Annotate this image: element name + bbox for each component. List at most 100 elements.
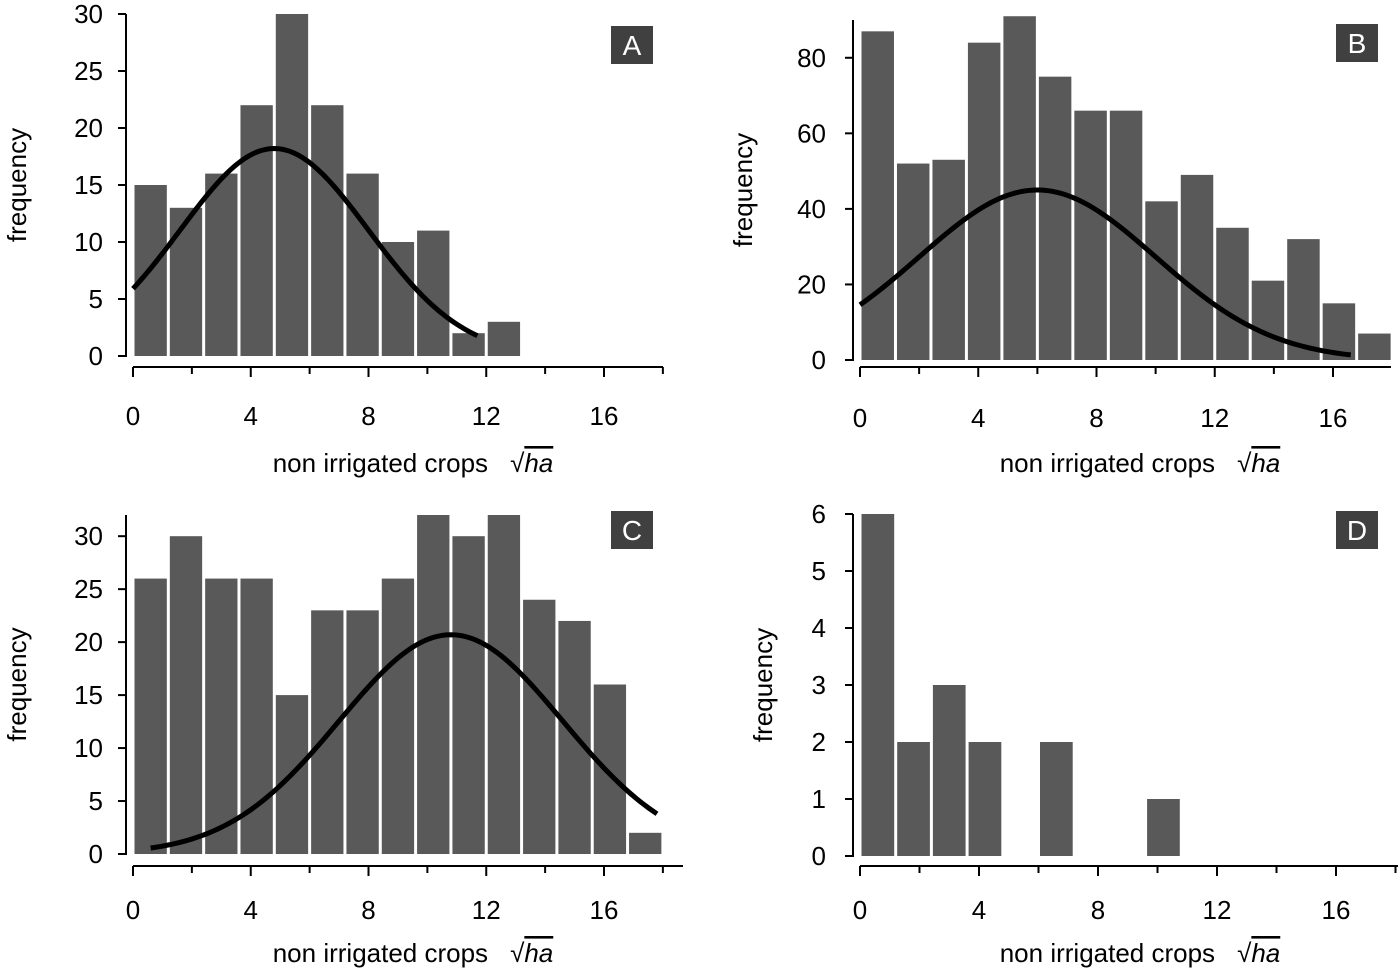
bars: [134, 515, 662, 854]
x-tick-label: 16: [590, 895, 619, 925]
x-tick-label: 4: [972, 895, 986, 925]
y-tick-label: 10: [74, 227, 103, 257]
bar: [346, 173, 379, 356]
bar: [861, 514, 895, 856]
y-tick-label: 0: [812, 841, 826, 871]
panel-label: D: [1347, 515, 1367, 546]
y-tick-label: 2: [812, 727, 826, 757]
bar: [861, 31, 894, 360]
bar: [1074, 110, 1107, 361]
x-tick-label: 16: [590, 401, 619, 431]
x-tick-label: 8: [361, 401, 375, 431]
y-tick-label: 40: [797, 194, 826, 224]
bar: [381, 242, 415, 356]
bar: [487, 515, 521, 854]
x-tick-label: 12: [472, 895, 501, 925]
x-axis-title: non irrigated crops √ha: [1000, 938, 1281, 968]
y-tick-label: 15: [74, 170, 103, 200]
bar: [169, 536, 203, 854]
y-axis: 0 5 10 15 20 25 30: [74, 515, 127, 869]
bar: [1287, 239, 1320, 360]
x-axis-title: non irrigated crops √ha: [1000, 448, 1281, 478]
bar: [932, 685, 966, 856]
x-tick-label: 12: [472, 401, 501, 431]
bar: [311, 105, 344, 356]
y-tick-label: 60: [797, 118, 826, 148]
x-axis: 0 4 8 12 16: [126, 865, 683, 925]
bar: [1109, 110, 1143, 361]
bar: [240, 105, 273, 356]
bar: [1040, 742, 1073, 856]
x-tick-label: 4: [244, 895, 258, 925]
panel-b: 0 20 40 60 80 0 4 8 12 16 non irrigated crops √ha fr…: [728, 16, 1391, 478]
y-tick-label: 80: [797, 43, 826, 73]
x-axis-title: non irrigated crops √ha: [273, 448, 554, 478]
panel-label: C: [622, 515, 642, 546]
x-tick-label: 12: [1200, 403, 1229, 433]
y-tick-label: 15: [74, 680, 103, 710]
bar: [1216, 227, 1249, 360]
panel-label-box: [1336, 24, 1378, 62]
x-tick-label: 8: [361, 895, 375, 925]
bar: [1358, 333, 1391, 360]
y-tick-label: 20: [797, 269, 826, 299]
y-axis-title: frequency: [728, 133, 758, 247]
panel-label: A: [623, 30, 642, 61]
bar: [169, 207, 203, 356]
bar: [897, 742, 930, 856]
x-tick-label: 0: [853, 895, 867, 925]
x-tick-label: 8: [1089, 403, 1103, 433]
panel-a: 0 5 10 15 20 25 30 0 4 8 12 16 non irrigated crops √h…: [2, 0, 664, 478]
bar: [346, 610, 379, 854]
x-tick-label: 0: [853, 403, 867, 433]
y-tick-label: 4: [812, 613, 826, 643]
bars: [134, 14, 521, 356]
bar: [417, 515, 450, 854]
bar: [1147, 799, 1180, 856]
panel-label-box: [611, 511, 653, 549]
bar: [1180, 174, 1214, 360]
bars: [861, 16, 1391, 361]
y-axis-title: frequency: [2, 627, 32, 741]
x-tick-label: 8: [1091, 895, 1105, 925]
bar: [1145, 201, 1178, 360]
fit-curve: [131, 146, 479, 338]
y-tick-label: 3: [812, 670, 826, 700]
x-axis: 0 4 8 12 16: [853, 865, 1398, 925]
bar: [523, 599, 556, 854]
y-tick-label: 25: [74, 574, 103, 604]
y-tick-label: 1: [812, 784, 826, 814]
y-tick-label: 25: [74, 56, 103, 86]
x-axis-title: non irrigated crops √ha: [273, 938, 554, 968]
bar: [1038, 76, 1072, 361]
x-tick-label: 4: [244, 401, 258, 431]
bar: [1251, 280, 1285, 360]
panel-label-box: [1336, 511, 1378, 549]
y-tick-label: 30: [74, 521, 103, 551]
y-tick-label: 20: [74, 113, 103, 143]
bar: [134, 578, 167, 854]
y-tick-label: 6: [812, 499, 826, 529]
panel-label: B: [1348, 28, 1367, 59]
bar: [593, 684, 627, 854]
y-tick-label: 0: [89, 839, 103, 869]
panel-c: 0 5 10 15 20 25 30 0 4 8 12 16 non irrigated crops √h…: [2, 511, 683, 968]
x-tick-label: 16: [1322, 895, 1351, 925]
bar: [629, 832, 662, 854]
y-tick-label: 5: [812, 556, 826, 586]
panel-label-box: [611, 26, 653, 64]
x-tick-label: 0: [126, 401, 140, 431]
fit-curve: [150, 632, 659, 851]
bar: [452, 536, 485, 854]
bar: [381, 578, 415, 854]
y-axis: 0 20 40 60 80: [797, 20, 854, 375]
bar: [452, 333, 485, 356]
bar: [205, 173, 238, 356]
bars: [861, 514, 1180, 856]
x-axis: 0 4 8 12 16: [126, 366, 664, 431]
y-tick-label: 10: [74, 733, 103, 763]
y-axis: 0 5 10 15 20 25 30: [74, 0, 127, 371]
bar: [205, 578, 238, 854]
bar: [932, 159, 965, 360]
